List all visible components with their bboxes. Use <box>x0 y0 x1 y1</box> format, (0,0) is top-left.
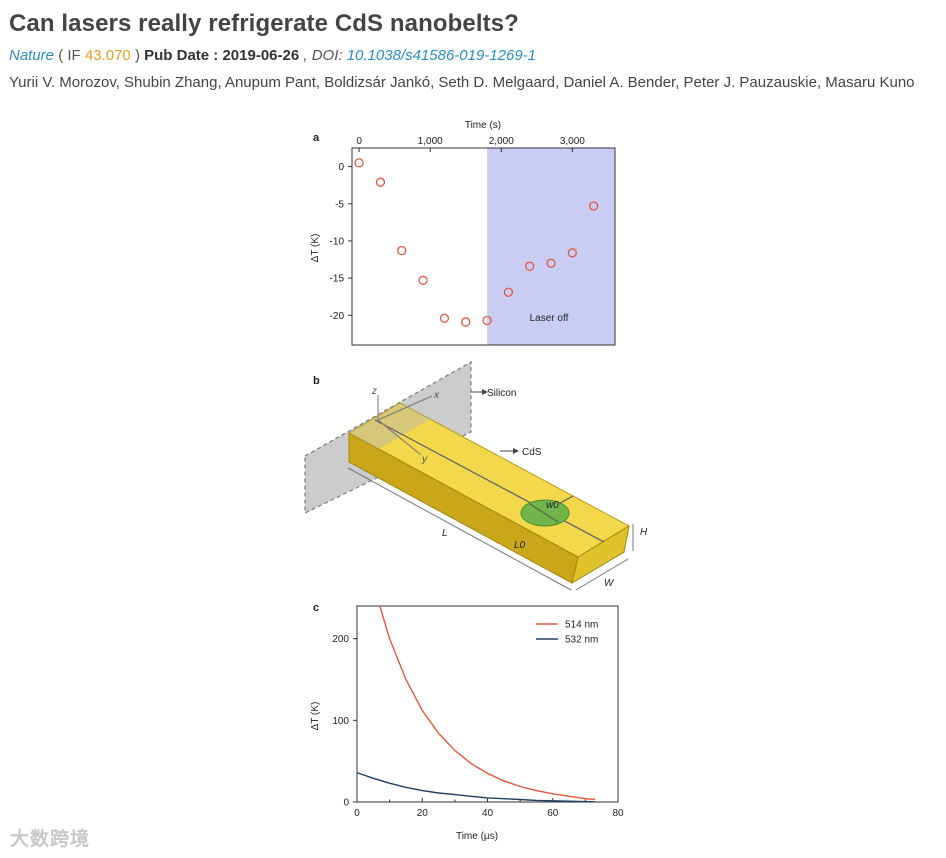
panel-a-frame <box>351 147 616 346</box>
panel-a-y-tick-label: -10 <box>330 236 345 247</box>
data-point <box>525 261 535 271</box>
panel-a-y-ticks: 0 -5 -10 -15 -20 <box>330 162 352 322</box>
panel-c-y-tick-label: 100 <box>332 716 349 727</box>
panel-a: a Time (s) 0 1,000 2,000 3,000 0 -5 -10 -15 -20… <box>310 120 616 346</box>
panel-a-y-tick-label: 0 <box>338 162 344 173</box>
panel-a-x-tick-label: 3,000 <box>560 136 585 147</box>
series-line <box>379 605 596 801</box>
spot-diameter-line <box>529 503 559 523</box>
data-point <box>418 275 428 285</box>
panel-c-y-tick-label: 0 <box>343 798 349 809</box>
panel-c-x-tick-label: 60 <box>547 808 559 819</box>
width-dimension-line <box>575 558 629 591</box>
panel-a-label: a <box>313 132 320 144</box>
panel-c-x-tick-label: 80 <box>612 808 624 819</box>
laser-off-annotation: Laser off <box>530 313 569 324</box>
cds-label: CdS <box>522 447 542 458</box>
spot-leader-line <box>559 495 574 504</box>
watermark: 大数跨境 <box>10 829 91 850</box>
H-label: H <box>640 527 648 538</box>
panel-b-label: b <box>313 375 320 387</box>
panel-c-series <box>356 605 596 803</box>
silicon-label: Silicon <box>487 388 516 399</box>
doi-label: , DOI: <box>303 47 343 64</box>
impact-factor-open: ( IF <box>58 47 81 64</box>
panel-c-ylabel: ΔT (K) <box>310 702 321 731</box>
laser-off-region <box>487 148 615 345</box>
panel-c-label: c <box>313 602 319 614</box>
panel-a-x-ticks: 0 1,000 2,000 3,000 <box>356 136 585 152</box>
panel-a-y-tick-label: -5 <box>335 199 344 210</box>
panel-c-legend: 514 nm 532 nm <box>536 620 598 646</box>
panel-a-y-tick-label: -15 <box>330 274 345 285</box>
panel-a-x-tick-label: 2,000 <box>489 136 514 147</box>
panel-a-x-tick-label: 1,000 <box>418 136 443 147</box>
panel-c-x-tick-label: 40 <box>482 808 494 819</box>
panel-c: c 0 20 40 60 80 0 100 200 ΔT (K) Time (µs) 514… <box>310 602 624 842</box>
legend-label: 514 nm <box>565 620 598 631</box>
silicon-callout-arrow <box>482 389 488 395</box>
panel-a-y-tick-label: -20 <box>330 311 345 322</box>
series-line <box>356 771 596 803</box>
data-point <box>546 258 556 268</box>
cds-callout-arrow <box>513 448 519 454</box>
panel-a-points <box>354 158 599 327</box>
panel-a-xlabel: Time (s) <box>465 120 501 131</box>
data-point <box>589 201 599 211</box>
x-label: x <box>433 390 440 401</box>
x-axis-arrow <box>377 395 433 421</box>
L0-label: L0 <box>514 540 526 551</box>
journal-link[interactable]: Nature <box>9 47 55 64</box>
data-point <box>503 287 514 297</box>
panel-c-x-tick-label: 0 <box>354 808 360 819</box>
panel-c-y-tick-label: 200 <box>332 634 349 645</box>
legend-label: 532 nm <box>565 635 598 646</box>
panel-a-x-tick-label: 0 <box>356 136 362 147</box>
data-point <box>375 177 386 187</box>
clamped-region <box>349 403 430 449</box>
w0-label: w0 <box>546 500 559 511</box>
impact-factor-value: 43.070 <box>84 47 131 64</box>
pub-date: Pub Date : 2019-06-26 <box>144 47 300 64</box>
panel-c-xlabel: Time (µs) <box>456 831 498 842</box>
impact-factor-close: ) <box>134 47 140 64</box>
W-label: W <box>604 578 615 589</box>
paper-title: Can lasers really refrigerate CdS nanobe… <box>9 10 519 37</box>
panel-a-ylabel: ΔT (K) <box>310 234 321 263</box>
nanobelt-axis-line <box>374 419 605 543</box>
panel-c-y-ticks: 0 100 200 <box>332 634 357 809</box>
data-point <box>439 313 450 323</box>
length-dimension-line <box>347 467 572 591</box>
laser-spot <box>520 499 570 527</box>
publication-meta: Nature ( IF 43.070 ) Pub Date : 2019-06-… <box>9 47 536 64</box>
panel-c-x-tick-label: 20 <box>417 808 429 819</box>
y-axis-arrow <box>377 419 422 456</box>
author-list: Yurii V. Morozov, Shubin Zhang, Anupum P… <box>9 74 915 91</box>
nanobelt-end-face <box>571 524 630 585</box>
L-label: L <box>442 528 448 539</box>
y-label: y <box>421 454 428 465</box>
data-point <box>354 158 364 168</box>
data-point <box>397 245 407 256</box>
z-label: z <box>371 386 377 397</box>
data-point <box>461 317 471 327</box>
panel-b: b w0 z x y Silicon CdS L L0 W <box>304 360 648 591</box>
data-point <box>482 315 492 326</box>
doi-link[interactable]: 10.1038/s41586-019-1269-1 <box>346 47 537 64</box>
data-point <box>567 248 578 258</box>
